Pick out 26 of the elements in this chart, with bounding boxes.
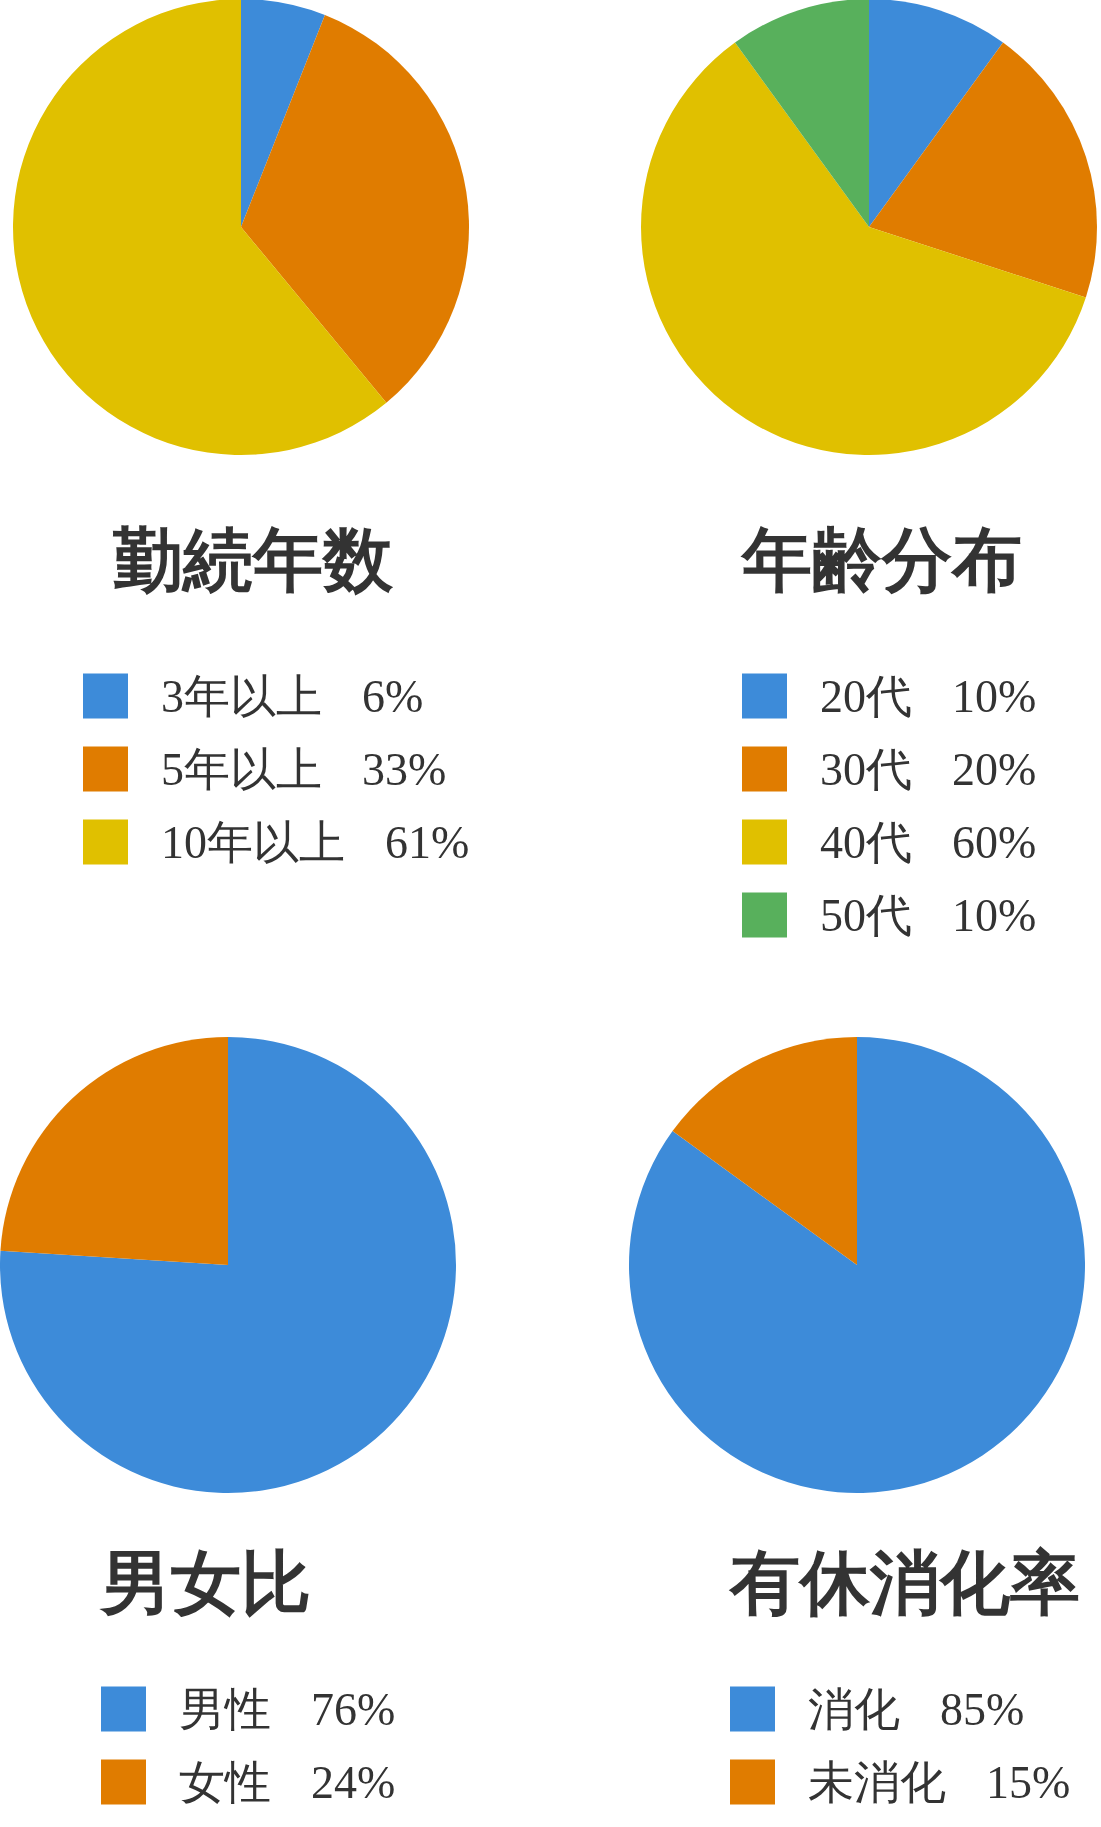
data-label: 33% [362,743,447,795]
data-label: 10% [952,670,1037,722]
legend-label: 40代 [820,816,912,868]
data-label: 60% [952,816,1037,868]
data-label: 10% [952,889,1037,941]
text: 年齢分布 [740,521,1022,599]
data-label: 61% [385,816,470,868]
text: 男女比 [99,1544,311,1622]
legend-label: 女性 [179,1756,271,1808]
text: 有休消化率 [728,1544,1080,1622]
legend-label: 男性 [179,1683,271,1735]
data-label: 24% [311,1756,396,1808]
legend-label: 20代 [820,670,912,722]
data-label: 6% [362,670,424,722]
text: 勤続年数 [112,521,394,599]
legend-label: 50代 [820,889,912,941]
legend-label: 5年以上 [161,743,322,795]
legend-label: 10年以上 [161,816,345,868]
legend-label: 未消化 [808,1756,946,1808]
legend-label: 3年以上 [161,670,322,722]
legend-label: 消化 [808,1683,900,1735]
data-label: 15% [986,1756,1071,1808]
data-label: 85% [940,1683,1025,1735]
data-label: 76% [311,1683,396,1735]
legend-label: 30代 [820,743,912,795]
data-label: 20% [952,743,1037,795]
